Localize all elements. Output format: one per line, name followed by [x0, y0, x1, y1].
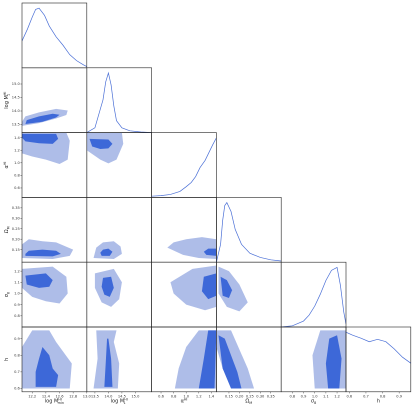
contour-inner-logMmin-alpha [22, 133, 59, 144]
x-tick-label-h: 0.8 [380, 394, 386, 398]
y-tick-label-alpha: 1.2 [14, 148, 20, 152]
contour-inner-logMmin-OmegaM [25, 249, 61, 257]
x-tick-label-logMmin: 12.6 [56, 394, 65, 398]
axis-label-h: h [4, 358, 10, 361]
axis-label-alpha: αHI [181, 397, 188, 404]
y-tick-label-sigma8: 1.0 [14, 292, 20, 296]
x-tick-label-sigma8: 1.1 [323, 394, 329, 398]
y-tick-label-logM1: 13.5 [12, 123, 20, 127]
y-tick-label-logM1: 14.0 [12, 109, 21, 113]
x-tick-label-logM1: 14.5 [118, 394, 126, 398]
x-tick-label-OmegaM: 0.30 [256, 394, 265, 398]
x-tick-label-OmegaM: 0.25 [246, 394, 254, 398]
marginal-curve-h [346, 331, 411, 364]
contour-inner-logM1-OmegaM [100, 248, 113, 256]
x-tick-label-OmegaM: 0.15 [225, 394, 233, 398]
marginal-curve-logMmin [22, 7, 87, 67]
x-tick-label-alpha: 1.0 [183, 394, 189, 398]
x-tick-label-alpha: 0.6 [158, 394, 164, 398]
y-tick-label-OmegaM: 0.35 [12, 206, 20, 210]
x-tick-label-logMmin: 12.4 [42, 394, 51, 398]
x-tick-label-logM1: 13.5 [91, 394, 99, 398]
contour-inner-logM1-alpha [89, 138, 113, 149]
panel-frame-sigma8-sigma8 [280, 261, 347, 328]
y-tick-label-OmegaM: 0.20 [12, 237, 21, 241]
panel-frame-h-h [345, 326, 412, 393]
x-tick-label-logM1: 14.0 [104, 394, 113, 398]
x-tick-label-sigma8: 0.8 [290, 394, 296, 398]
contour-inner-OmegaM-sigma8 [220, 276, 233, 298]
y-tick-label-OmegaM: 0.15 [12, 248, 20, 252]
contour-inner-logMmin-h [35, 346, 59, 387]
contour-inner-logMmin-logM1 [25, 113, 60, 124]
axis-label-sigma8: σ8 [311, 398, 316, 405]
x-tick-label-logMmin: 12.8 [69, 394, 78, 398]
y-tick-label-alpha: 0.8 [14, 174, 20, 178]
x-tick-label-logMmin: 13.0 [83, 394, 92, 398]
x-tick-label-sigma8: 0.9 [301, 394, 307, 398]
axis-label-OmegaM: ΩM [4, 226, 11, 233]
contour-outer-alpha-OmegaM [167, 237, 217, 260]
y-tick-label-h: 0.8 [14, 353, 20, 357]
axis-label-sigma8: σ8 [4, 292, 11, 297]
contour-inner-alpha-h [198, 330, 217, 389]
x-tick-label-OmegaM: 0.20 [235, 394, 244, 398]
axis-label-h: h [377, 398, 380, 404]
contour-inner-logM1-h [104, 338, 113, 387]
contour-inner-alpha-sigma8 [201, 273, 217, 300]
contour-inner-OmegaM-h [218, 335, 242, 389]
x-tick-label-alpha: 1.4 [209, 394, 215, 398]
panel-frame-logMmin-logMmin [21, 2, 88, 69]
axis-label-logMmin: log MHI min [45, 397, 64, 405]
marginal-curve-OmegaM [216, 201, 282, 263]
contour-inner-alpha-OmegaM [203, 248, 217, 256]
x-tick-label-alpha: 1.2 [196, 394, 202, 398]
y-tick-label-alpha: 1.0 [14, 161, 20, 165]
panel-frame-alpha-alpha [151, 132, 217, 198]
y-tick-label-sigma8: 1.1 [14, 281, 20, 285]
axis-label-alpha: αHI [3, 162, 10, 169]
y-tick-label-alpha: 1.4 [14, 136, 20, 140]
marginal-curve-sigma8 [281, 266, 347, 328]
x-tick-label-sigma8: 1.0 [312, 394, 318, 398]
y-tick-label-sigma8: 0.8 [14, 314, 20, 318]
marginal-curve-logM1 [86, 71, 152, 133]
marginal-curve-alpha [151, 137, 217, 197]
x-tick-label-h: 0.7 [363, 394, 369, 398]
contour-inner-logM1-sigma8 [101, 276, 114, 297]
y-tick-label-OmegaM: 0.25 [12, 227, 20, 231]
x-tick-label-logM1: 15.0 [131, 394, 140, 398]
x-tick-label-OmegaM: 0.35 [267, 394, 275, 398]
y-tick-label-logM1: 15.0 [12, 82, 21, 86]
y-tick-label-logM1: 14.5 [12, 96, 20, 100]
y-tick-label-alpha: 0.6 [14, 186, 20, 190]
axis-label-OmegaM: ΩM [245, 398, 252, 405]
axis-label-logM1: log MHI1 [3, 92, 11, 109]
contour-outer-OmegaM-sigma8 [218, 266, 248, 312]
contour-inner-logMmin-sigma8 [25, 273, 53, 288]
x-tick-label-h: 0.6 [346, 394, 352, 398]
y-tick-label-h: 0.7 [14, 370, 20, 374]
y-tick-label-h: 0.9 [14, 337, 20, 341]
x-tick-label-h: 0.9 [396, 394, 402, 398]
x-tick-label-logMmin: 12.2 [28, 394, 36, 398]
y-tick-label-OmegaM: 0.30 [12, 217, 21, 221]
y-tick-label-h: 0.6 [14, 387, 20, 391]
y-tick-label-sigma8: 1.2 [14, 269, 20, 273]
x-tick-label-alpha: 0.8 [171, 394, 177, 398]
y-tick-label-sigma8: 0.9 [14, 303, 20, 307]
x-tick-label-sigma8: 1.2 [334, 394, 340, 398]
contour-inner-sigma8-h [325, 335, 342, 389]
